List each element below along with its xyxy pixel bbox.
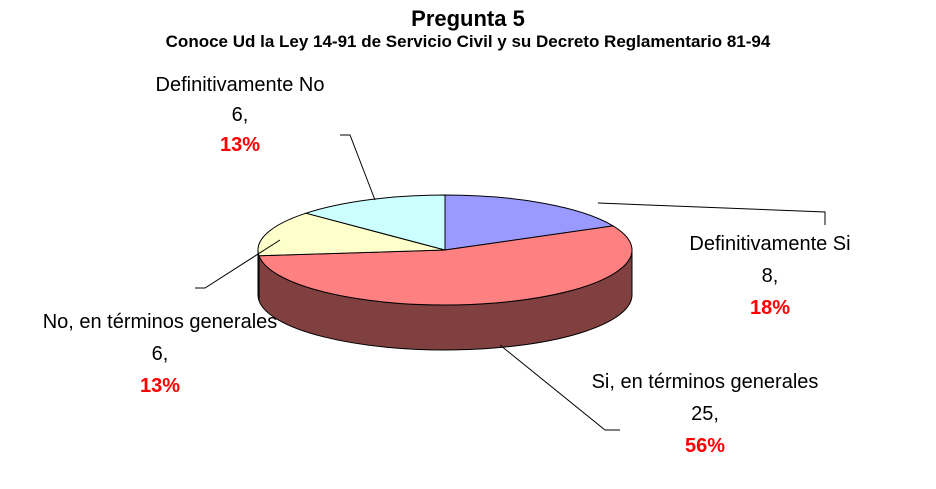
slice-label: No, en términos generales 6, 13% [40,306,280,402]
value-label: 6, [151,343,169,365]
slice [257,212,446,257]
percent-label: 13% [219,134,261,156]
percent-label: 18% [749,297,791,319]
slice [258,225,633,306]
percent-label: 13% [139,375,181,397]
chart-subtitle: Conoce Ud la Ley 14-91 de Servicio Civil… [165,32,771,51]
category: Definitivamente No [155,74,325,96]
leader-line [195,239,281,289]
value-label: 25, [691,403,719,425]
slice-label: Definitivamente No 6, 13% [130,70,350,160]
category: Definitivamente Si [689,233,851,255]
category: Si, en términos generales [591,371,819,393]
category: No, en términos generales [42,311,278,333]
percent-label: 56% [684,435,726,457]
slice-side [257,249,260,301]
slice [304,194,446,251]
chart-title: Pregunta 5 [411,6,525,31]
slice-label: Si, en términos generales 25, 56% [590,366,820,462]
slice [444,194,615,251]
pie [257,194,633,351]
leader-lines [195,134,826,431]
leader-line [499,344,620,431]
leader-line [597,202,826,225]
value-label: 8, [761,265,779,287]
slice-label: Definitivamente Si 8, 18% [660,228,880,324]
value-label: 6, [231,104,249,126]
leader-line [340,134,376,201]
